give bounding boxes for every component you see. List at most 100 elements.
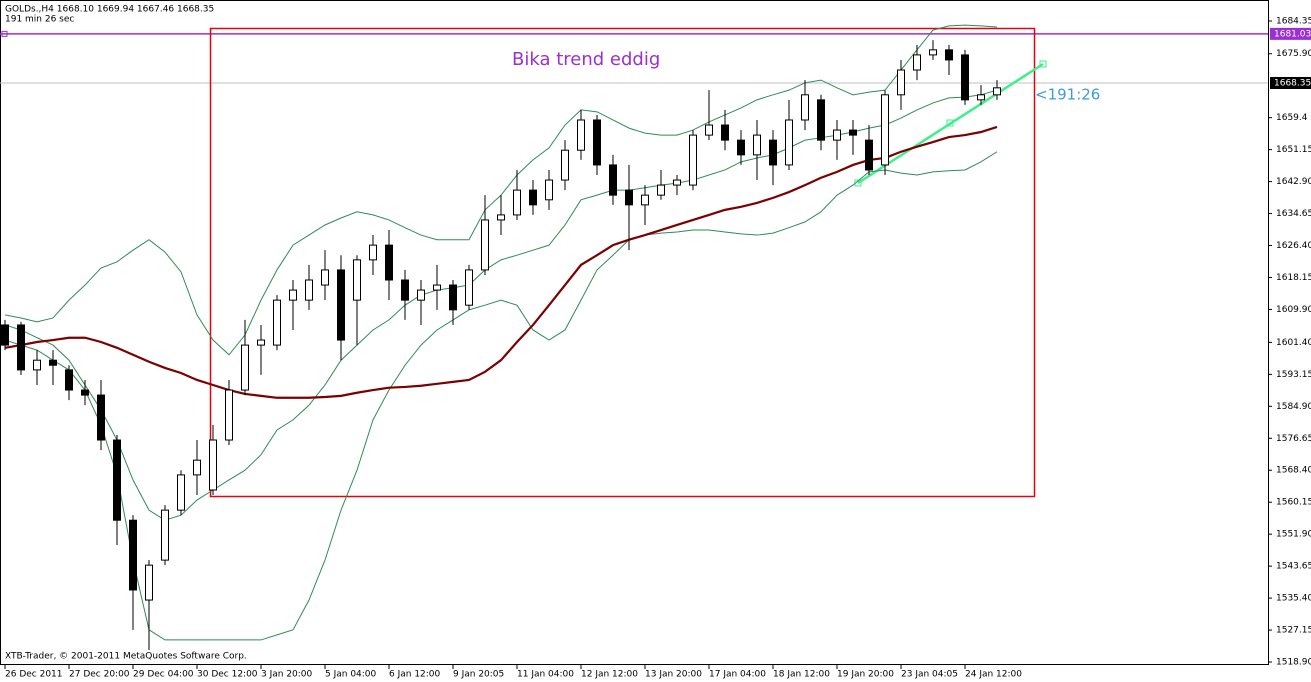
candle-body xyxy=(289,289,297,301)
candle-body xyxy=(225,389,233,441)
candle-body xyxy=(305,279,313,301)
candle-body xyxy=(353,259,361,301)
candle-body xyxy=(929,49,937,56)
x-tick-label: 27 Dec 20:00 xyxy=(69,670,130,680)
candle-body xyxy=(545,179,553,201)
candle-body xyxy=(593,119,601,166)
candle-body xyxy=(865,139,873,171)
annotation: Bika trend eddig xyxy=(512,49,660,70)
candle-body xyxy=(513,189,521,216)
candle-body xyxy=(977,94,985,101)
candle-body xyxy=(609,164,617,196)
x-tick-label: 19 Jan 20:00 xyxy=(837,670,894,680)
candle-body xyxy=(849,129,857,136)
candle-body xyxy=(81,389,89,396)
candle-body xyxy=(529,189,537,206)
price-label-box xyxy=(1270,76,1311,89)
y-tick-label: 1593.15 xyxy=(1276,370,1311,380)
level-label-box xyxy=(1270,27,1311,40)
y-tick-label: 1601.40 xyxy=(1276,338,1311,348)
overlay-line xyxy=(4,89,998,521)
candle-body xyxy=(753,134,761,156)
candle-body xyxy=(881,94,889,166)
y-tick-label: 1527.15 xyxy=(1276,626,1311,636)
y-tick-label: 1576.65 xyxy=(1276,434,1311,444)
candle-body xyxy=(385,244,393,281)
candle-body xyxy=(49,359,57,366)
x-tick-label: 6 Jan 12:00 xyxy=(389,670,441,680)
candle-body xyxy=(65,369,73,391)
candle-body xyxy=(97,394,105,441)
y-tick-label: 1651.15 xyxy=(1276,145,1311,155)
candle-body xyxy=(897,69,905,96)
price-label: 1668.35 xyxy=(1274,78,1311,88)
candle-body xyxy=(561,149,569,181)
level-label: 1681.03 xyxy=(1274,29,1311,39)
candle-body xyxy=(993,87,1001,96)
candle-body xyxy=(161,509,169,561)
candle-body xyxy=(337,269,345,341)
x-tick-label: 26 Dec 2011 xyxy=(5,670,63,680)
overlay-line xyxy=(4,151,998,641)
candle-body xyxy=(193,459,201,476)
candle-body xyxy=(257,339,265,346)
candle-body xyxy=(577,119,585,151)
timer: 191 min 26 sec xyxy=(5,15,74,25)
x-tick-label: 23 Jan 04:05 xyxy=(901,670,958,680)
candle-body xyxy=(497,214,505,221)
x-tick-label: 30 Dec 12:00 xyxy=(197,670,258,680)
candle-body xyxy=(625,189,633,206)
candle-body xyxy=(737,139,745,156)
overlay-line xyxy=(4,125,998,399)
candle-body xyxy=(657,184,665,196)
candle-body xyxy=(417,289,425,301)
x-tick-label: 29 Dec 04:00 xyxy=(133,670,194,680)
candle-body xyxy=(465,269,473,306)
y-tick-label: 1584.90 xyxy=(1276,402,1311,412)
x-tick-label: 13 Jan 20:00 xyxy=(645,670,702,680)
candle-body xyxy=(721,124,729,141)
y-tick-label: 1518.90 xyxy=(1276,658,1311,668)
trend-handle xyxy=(946,119,954,127)
candle-body xyxy=(113,439,121,521)
x-tick-label: 12 Jan 12:00 xyxy=(581,670,638,680)
candle-body xyxy=(481,219,489,271)
x-tick-label: 17 Jan 04:00 xyxy=(709,670,766,680)
footer: XTB-Trader, © 2001-2011 MetaQuotes Softw… xyxy=(5,652,247,662)
level-marker xyxy=(1,30,8,37)
candle-body xyxy=(145,564,153,601)
x-tick-label: 11 Jan 04:00 xyxy=(517,670,574,680)
candle-body xyxy=(913,54,921,71)
candle-body xyxy=(817,99,825,141)
y-tick-label: 1659.4 xyxy=(1276,113,1308,123)
y-tick-label: 1609.90 xyxy=(1276,305,1311,315)
candle-body xyxy=(641,194,649,206)
y-tick-label: 1560.15 xyxy=(1276,498,1311,508)
x-tick-label: 5 Jan 04:00 xyxy=(325,670,377,680)
x-tick-label: 9 Jan 20:05 xyxy=(453,670,504,680)
candle-body xyxy=(689,134,697,186)
candle-body xyxy=(241,344,249,391)
candle-body xyxy=(1,324,9,346)
candle-body xyxy=(33,359,41,371)
candle-body xyxy=(673,179,681,186)
header: GOLDs.,H4 1668.10 1669.94 1667.46 1668.3… xyxy=(5,5,214,15)
y-tick-label: 1535.40 xyxy=(1276,594,1311,604)
candle-body xyxy=(945,49,953,61)
trend-label: <191:26 xyxy=(1035,86,1100,104)
y-tick-label: 1551.90 xyxy=(1276,530,1311,540)
candle-body xyxy=(177,474,185,511)
x-tick-label: 3 Jan 20:00 xyxy=(261,670,313,680)
candle-body xyxy=(209,439,217,491)
plot-frame xyxy=(0,0,1269,665)
y-tick-label: 1675.90 xyxy=(1276,49,1311,59)
candle-body xyxy=(769,139,777,166)
candle-body xyxy=(17,324,25,371)
candle-body xyxy=(961,54,969,101)
y-tick-label: 1684.35 xyxy=(1276,16,1311,26)
x-tick-label: 24 Jan 12:00 xyxy=(965,670,1022,680)
candle-body xyxy=(321,269,329,286)
candle-body xyxy=(401,279,409,301)
candle-body xyxy=(785,119,793,166)
